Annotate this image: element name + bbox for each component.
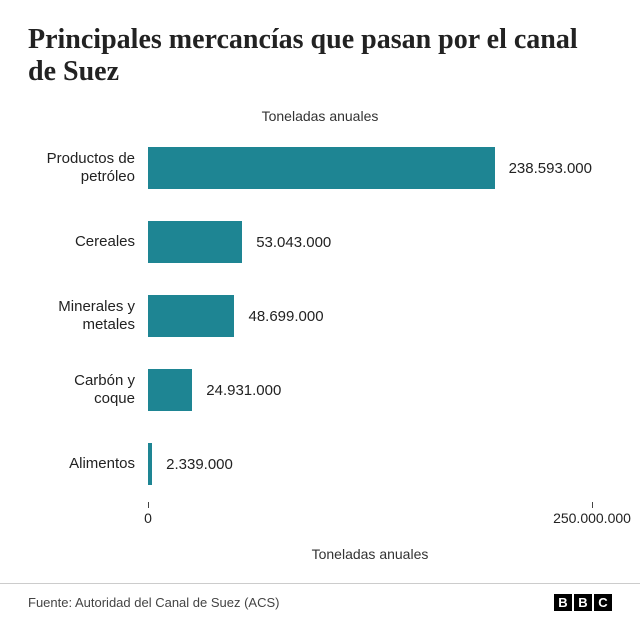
bar-track: 2.339.000 [148, 434, 592, 494]
bar-row: Cereales53.043.000 [148, 212, 592, 272]
bar-track: 24.931.000 [148, 360, 592, 420]
bar [148, 147, 495, 189]
bar-track: 238.593.000 [148, 138, 592, 198]
axis-tick [592, 502, 593, 508]
category-label: Carbón ycoque [28, 372, 143, 410]
bar [148, 295, 234, 337]
bbc-logo-letter: B [554, 594, 572, 611]
category-label: Cereales [28, 233, 143, 252]
value-label: 48.699.000 [248, 308, 323, 325]
axis-tick [148, 502, 149, 508]
bar-row: Productos depetróleo238.593.000 [148, 138, 592, 198]
chart-container: Principales mercancías que pasan por el … [0, 0, 640, 625]
x-axis: 0250.000.000 [148, 502, 592, 542]
bbc-logo-letter: C [594, 594, 612, 611]
chart-title: Principales mercancías que pasan por el … [28, 24, 612, 88]
bar-track: 53.043.000 [148, 212, 592, 272]
x-axis-title: Toneladas anuales [148, 546, 592, 562]
chart-subtitle: Toneladas anuales [28, 108, 612, 124]
axis-tick-label: 0 [144, 510, 152, 526]
bbc-logo: B B C [554, 594, 612, 611]
bar-row: Alimentos2.339.000 [148, 434, 592, 494]
category-label: Productos depetróleo [28, 150, 143, 188]
bar [148, 221, 242, 263]
bbc-logo-letter: B [574, 594, 592, 611]
category-label: Alimentos [28, 455, 143, 474]
source-text: Fuente: Autoridad del Canal de Suez (ACS… [28, 595, 279, 610]
bar-track: 48.699.000 [148, 286, 592, 346]
bar [148, 369, 192, 411]
value-label: 24.931.000 [206, 382, 281, 399]
chart-footer: Fuente: Autoridad del Canal de Suez (ACS… [0, 583, 640, 625]
category-label: Minerales ymetales [28, 298, 143, 336]
value-label: 238.593.000 [509, 160, 592, 177]
bar-row: Minerales ymetales48.699.000 [148, 286, 592, 346]
chart-plot-area: Productos depetróleo238.593.000Cereales5… [28, 138, 612, 562]
value-label: 53.043.000 [256, 234, 331, 251]
bar [148, 443, 152, 485]
bar-row: Carbón ycoque24.931.000 [148, 360, 592, 420]
value-label: 2.339.000 [166, 456, 233, 473]
axis-tick-label: 250.000.000 [553, 510, 631, 526]
